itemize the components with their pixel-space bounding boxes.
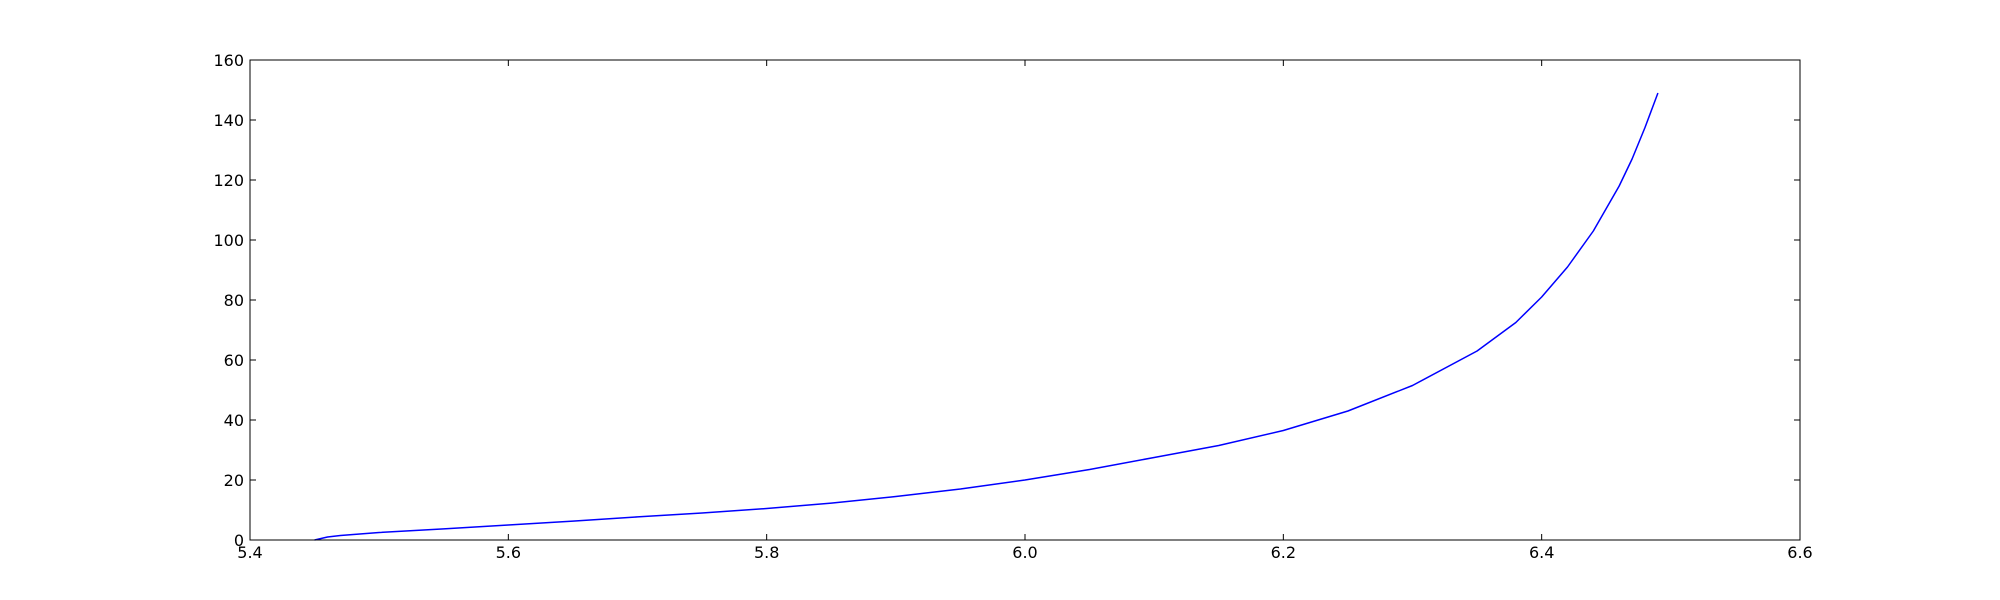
x-tick-label: 6.4 <box>1529 543 1554 562</box>
y-tick-label: 80 <box>224 291 244 310</box>
x-tick-label: 5.8 <box>754 543 779 562</box>
tick-labels-layer: 5.4 5.6 5.8 6.0 6.2 6.4 6.6 0 20 40 60 80 100 120 140 1… <box>213 51 1812 562</box>
y-tick-label: 100 <box>213 231 244 250</box>
y-tick-label: 140 <box>213 111 244 130</box>
x-tick-label: 6.0 <box>1012 543 1037 562</box>
series-line <box>314 92 1659 541</box>
series-layer <box>314 92 1659 541</box>
y-tick-label: 60 <box>224 351 244 370</box>
y-tick-label: 0 <box>234 531 244 550</box>
y-tick-label: 20 <box>224 471 244 490</box>
y-tick-label: 40 <box>224 411 244 430</box>
x-tick-label: 6.6 <box>1787 543 1812 562</box>
y-tick-label: 160 <box>213 51 244 70</box>
plot-frame <box>249 59 1801 541</box>
y-tick-label: 120 <box>213 171 244 190</box>
x-tick-label: 5.6 <box>496 543 521 562</box>
x-tick-label: 6.2 <box>1271 543 1296 562</box>
x-tick-label: 5.4 <box>237 543 262 562</box>
